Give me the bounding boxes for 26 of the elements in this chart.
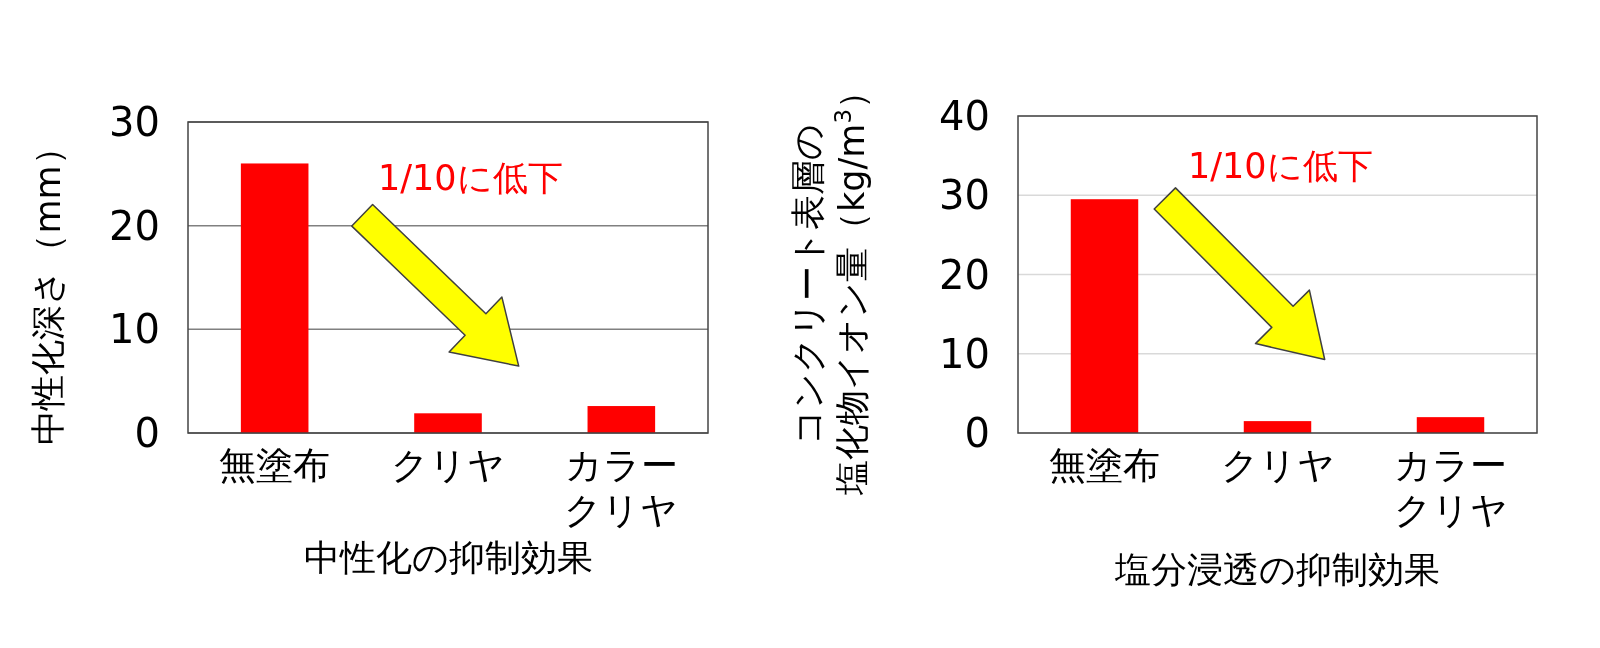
- y-tick-label: 20: [939, 251, 990, 298]
- x-axis-title: 塩分浸透の抑制効果: [1114, 549, 1440, 590]
- y-tick-label: 0: [964, 410, 990, 456]
- y-tick-label: 10: [109, 306, 160, 353]
- y-tick-label: 10: [939, 330, 990, 377]
- annotation: 1/10に低下: [378, 158, 563, 198]
- x-axis-title: 中性化の抑制効果: [303, 537, 593, 578]
- y-axis-title: 中性化深さ（mm）: [28, 130, 68, 445]
- y-tick-label: 30: [109, 99, 160, 145]
- bar: [240, 163, 309, 433]
- x-tick-label: 無塗布: [219, 444, 331, 487]
- x-tick-label: 無塗布: [1049, 444, 1160, 487]
- y-tick-label: 20: [109, 202, 160, 249]
- x-tick-label: カラークリヤ: [1393, 444, 1508, 532]
- x-tick-label: クリヤ: [1220, 444, 1335, 487]
- bar: [1416, 417, 1485, 433]
- bar: [587, 406, 656, 433]
- bar: [414, 413, 482, 433]
- x-tick-label: クリヤ: [391, 444, 505, 487]
- y-tick-label: 0: [134, 410, 160, 456]
- bar: [1070, 199, 1139, 433]
- annotation: 1/10に低下: [1188, 146, 1373, 186]
- y-tick-label: 40: [939, 93, 990, 139]
- x-tick-label: カラークリヤ: [564, 444, 679, 532]
- y-tick-label: 30: [939, 172, 990, 219]
- bar: [1243, 421, 1312, 433]
